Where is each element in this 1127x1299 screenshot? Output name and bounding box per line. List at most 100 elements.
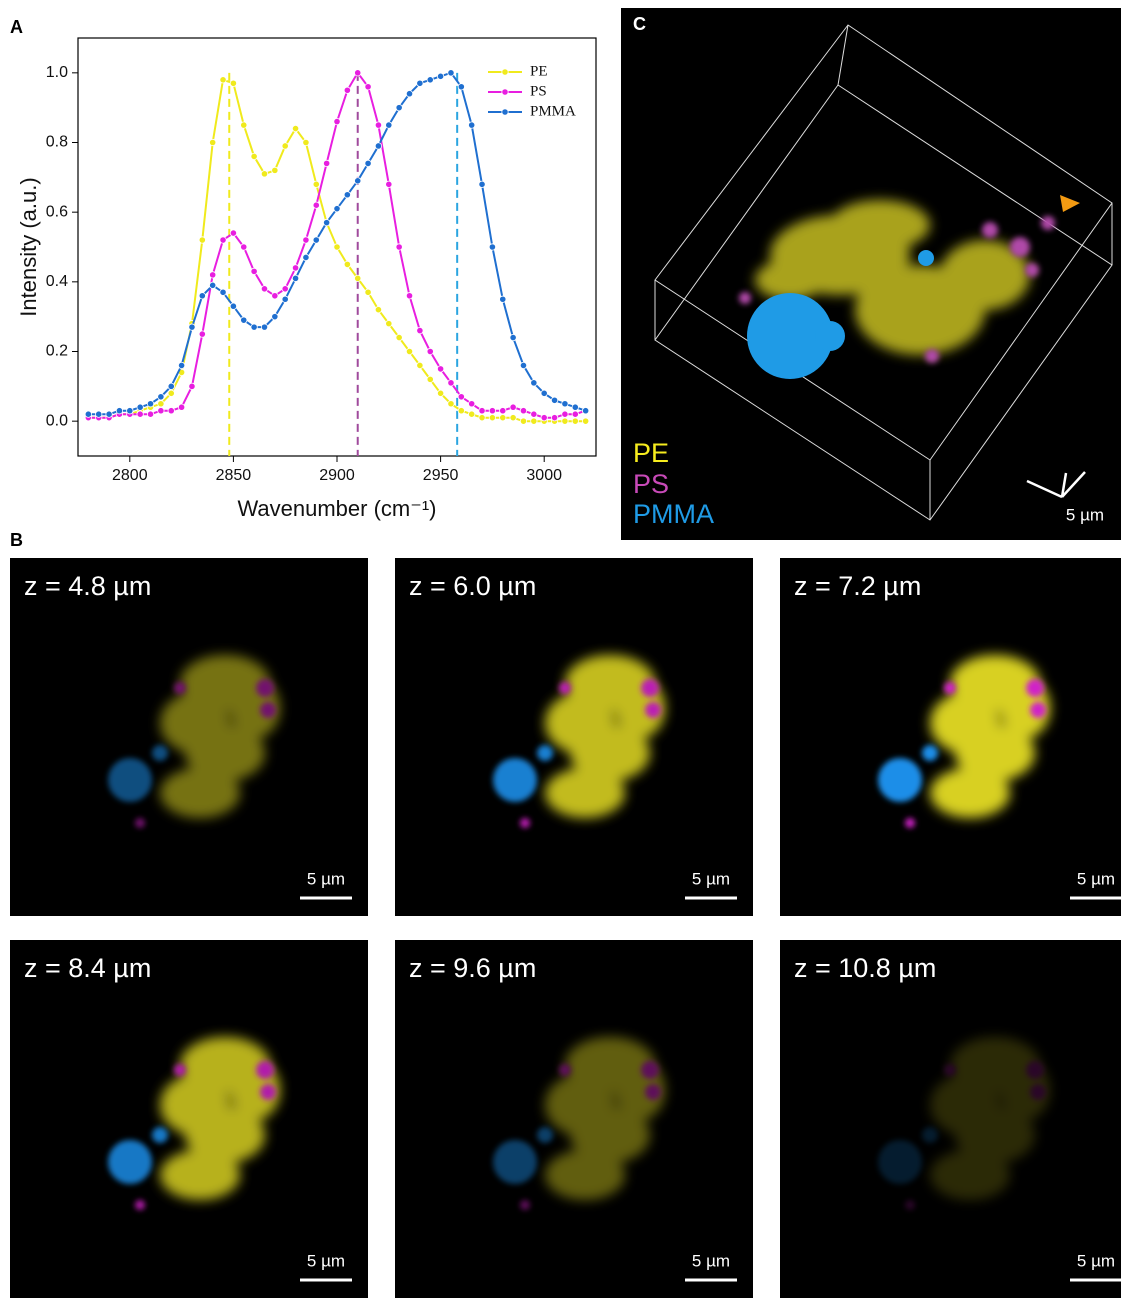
point [167, 382, 175, 390]
point [157, 393, 165, 401]
point [136, 403, 144, 411]
point [405, 347, 414, 356]
legend-text: PE [633, 438, 669, 468]
point [219, 288, 227, 296]
point [416, 361, 424, 370]
point [354, 177, 362, 185]
point [447, 400, 455, 408]
slice-depth: z = 9.6 µm [409, 953, 536, 983]
scale-bar-label: 5 µm [307, 869, 345, 888]
slice-tile: z = 8.4 µm 5 µm [10, 940, 368, 1298]
point [312, 180, 320, 188]
point [530, 410, 538, 418]
point [188, 382, 196, 390]
point [571, 417, 579, 425]
point [178, 403, 186, 411]
point [157, 407, 165, 415]
point [374, 142, 383, 150]
point [561, 417, 569, 425]
point [281, 295, 289, 303]
point [364, 159, 372, 167]
slice-depth: z = 4.8 µm [24, 571, 151, 601]
point [198, 292, 206, 300]
panel-letter: B [10, 530, 23, 550]
slice-depth: z = 6.0 µm [409, 571, 536, 601]
x-axis-title: Wavenumber (cm⁻¹) [237, 496, 436, 521]
slice-tile: z = 6.0 µm 5 µm [395, 558, 753, 916]
legend-text: PS [633, 469, 669, 499]
point [571, 410, 579, 418]
y-tick-label: 0.6 [46, 203, 68, 220]
legend-label: PMMA [530, 103, 576, 119]
point [468, 121, 476, 129]
x-tick-label: 2800 [112, 467, 148, 484]
point [312, 201, 320, 209]
y-tick-label: 1.0 [46, 64, 68, 81]
point [457, 407, 465, 415]
point [488, 414, 496, 422]
point [416, 326, 424, 335]
point [126, 407, 134, 415]
point [333, 205, 341, 213]
point [250, 267, 258, 275]
y-tick-label: 0.0 [46, 412, 68, 429]
point [260, 285, 269, 293]
point [447, 69, 455, 77]
point [457, 83, 465, 91]
legend-marker [501, 108, 509, 116]
point [468, 400, 476, 408]
point [374, 306, 383, 314]
point [343, 260, 351, 269]
point [291, 274, 300, 282]
point [519, 361, 528, 370]
point [509, 333, 517, 342]
point [219, 236, 227, 244]
point [499, 295, 507, 303]
point [209, 138, 217, 147]
point [95, 410, 103, 418]
point [468, 410, 476, 418]
y-axis-title: Intensity (a.u.) [16, 177, 41, 316]
point [571, 403, 579, 411]
point [240, 316, 248, 324]
bounding-box [654, 24, 1113, 521]
point [188, 323, 196, 331]
point [323, 219, 331, 227]
point [209, 271, 217, 279]
panel-letter: C [633, 14, 646, 34]
render-blobs [739, 195, 1080, 379]
point [478, 407, 486, 415]
point [167, 389, 175, 397]
point [302, 138, 310, 147]
panel-letter: A [10, 17, 23, 37]
point [333, 243, 341, 251]
point [271, 166, 279, 174]
point [395, 243, 403, 251]
point [364, 83, 372, 91]
point [302, 253, 310, 262]
point [136, 410, 144, 418]
legend-marker [501, 68, 509, 76]
point [84, 410, 92, 418]
point [540, 389, 548, 397]
point [260, 323, 269, 331]
x-tick-label: 2850 [216, 467, 252, 484]
slice-tile: z = 4.8 µm 5 µm [10, 558, 368, 916]
point [271, 292, 279, 300]
point [561, 400, 569, 408]
point [488, 243, 496, 251]
chart: 0.0 0.2 0.4 0.6 0.8 1.0 2800 2850 2900 2950 3000 In… [16, 37, 597, 521]
point [178, 361, 186, 370]
point [457, 393, 465, 401]
point [302, 236, 310, 244]
point [250, 323, 258, 331]
point [198, 330, 206, 338]
slice-tile: z = 7.2 µm 5 µm [780, 558, 1122, 916]
point [281, 285, 289, 293]
point [291, 124, 300, 133]
point [374, 121, 383, 129]
point [333, 118, 341, 126]
point [343, 191, 351, 199]
point [488, 407, 496, 415]
point [323, 159, 331, 167]
